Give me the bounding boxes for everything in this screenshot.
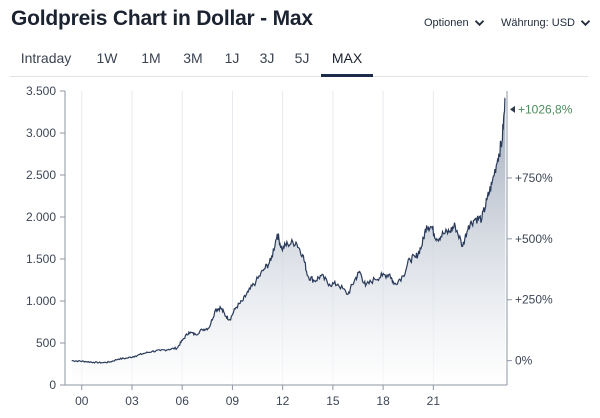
x-axis-tick-label: 09 [226,394,240,408]
y-axis-tick-label: 500 [36,336,56,350]
x-axis-tick-label: 12 [276,394,290,408]
x-axis-tick-label: 15 [326,394,340,408]
y-axis-tick-label: 0 [49,378,56,392]
tab-max[interactable]: MAX [321,48,373,77]
chart-canvas: 00 03 06 09 12 15 18 21 0 500 1.000 1.500 2.000 2.500… [26,84,573,408]
current-value-marker-icon [510,105,515,113]
options-dropdown[interactable]: Optionen [424,17,485,29]
current-change-label: +1026,8% [518,102,573,116]
tab-1w[interactable]: 1W [96,50,118,66]
tab-3m[interactable]: 3M [183,50,203,66]
tick-labels: 00 03 06 09 12 15 18 21 0 500 1.000 1.500 2.000 2.500… [26,84,573,408]
right-axis-tick-label: 0% [515,354,533,368]
y-axis-tick-label: 2.500 [26,168,56,182]
page-title: Goldpreis Chart in Dollar - Max [11,7,313,30]
y-axis-tick-label: 3.500 [26,84,56,98]
x-axis-tick-label: 00 [75,394,89,408]
x-axis-tick-label: 18 [376,394,390,408]
tab-intraday[interactable]: Intraday [20,50,72,66]
x-axis-tick-label: 03 [125,394,139,408]
chevron-down-icon [580,20,591,27]
options-label: Optionen [424,17,469,29]
currency-dropdown[interactable]: Währung: USD [501,17,591,29]
y-axis-tick-label: 1.500 [26,252,56,266]
chevron-down-icon [474,20,484,27]
y-axis-tick-label: 2.000 [26,210,56,224]
chart-header: Goldpreis Chart in Dollar - Max Optionen… [0,0,600,44]
price-line [71,97,506,364]
currency-label: Währung: USD [501,17,575,29]
timeframe-tabs: Intraday 1W 1M 3M 1J 3J 5J MAX [0,44,600,77]
gold-price-chart[interactable]: 00 03 06 09 12 15 18 21 0 500 1.000 1.500 2.000 2.500… [0,80,600,418]
tab-5j[interactable]: 5J [294,50,310,66]
right-axis-tick-label: +500% [515,232,553,246]
axes [60,90,515,390]
right-axis-tick-label: +750% [515,171,553,185]
x-axis-tick-label: 06 [176,394,190,408]
y-axis-tick-label: 3.000 [26,126,56,140]
tab-1m[interactable]: 1M [141,50,161,66]
active-tab-indicator [321,74,373,77]
tab-3j[interactable]: 3J [259,50,275,66]
right-axis-tick-label: +250% [515,293,553,307]
tab-1j[interactable]: 1J [224,50,240,66]
y-axis-tick-label: 1.000 [26,294,56,308]
x-axis-tick-label: 21 [427,394,441,408]
tabs-divider [10,76,588,77]
price-area [71,98,506,386]
